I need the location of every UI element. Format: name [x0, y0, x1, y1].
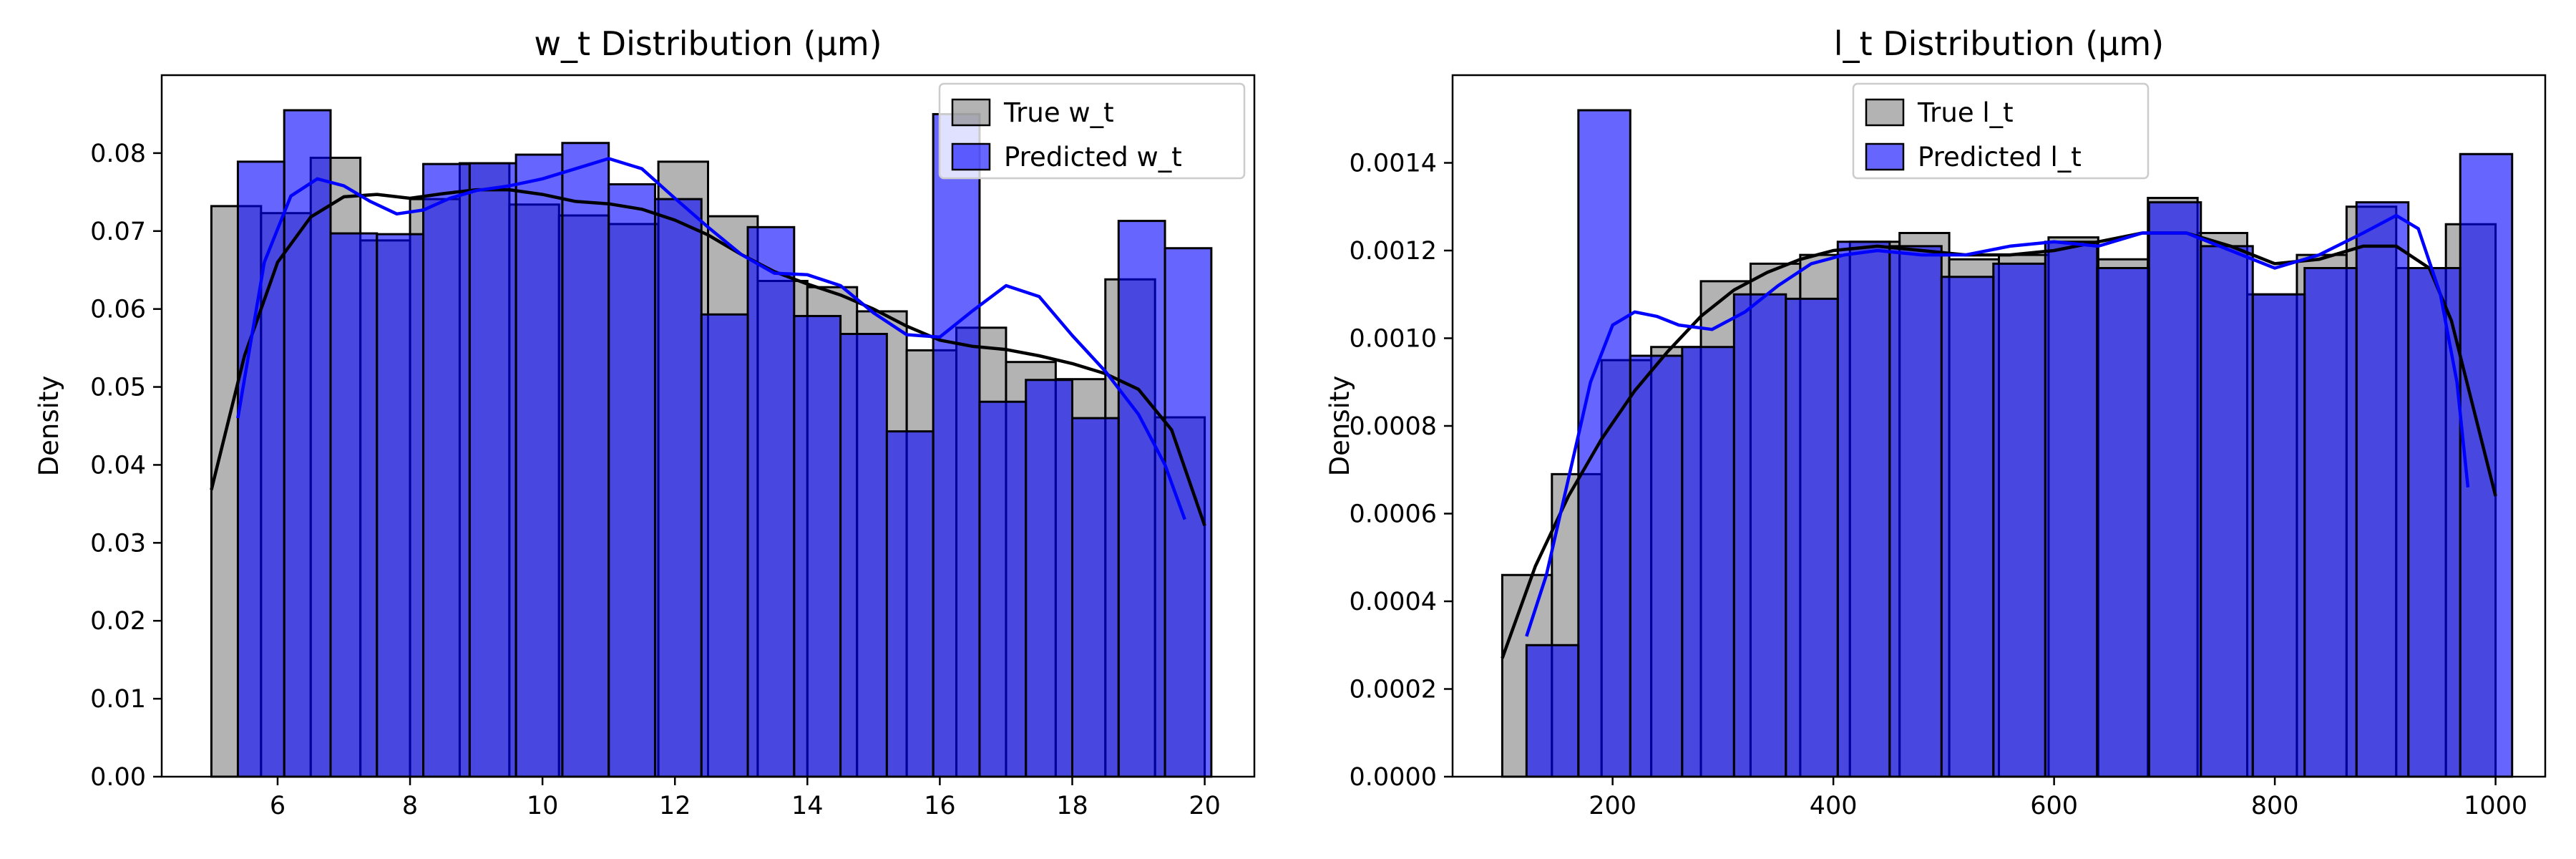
x-tick-label: 1000 [2464, 792, 2527, 820]
histogram-bar [839, 333, 888, 778]
histogram-bar [2303, 267, 2358, 778]
x-tick-label: 600 [2030, 792, 2078, 820]
y-tick-label: 0.00 [90, 763, 146, 792]
histogram-bar [1071, 417, 1120, 778]
histogram-bar [2355, 201, 2410, 778]
x-tick-label: 14 [791, 792, 824, 820]
histogram-bar [561, 142, 610, 778]
histogram-bar [700, 313, 749, 778]
x-tick-label: 16 [924, 792, 956, 820]
histogram-bar [422, 162, 471, 778]
y-axis-label: Density [1324, 376, 1355, 477]
chart-2: 0.0000 0.0002 0.0004 0.0006 0.0008 0.0010 0.00… [1324, 24, 2547, 820]
y-tick-label: 0.0002 [1350, 676, 1437, 704]
histogram-bar [2044, 241, 2099, 778]
x-tick-label: 20 [1189, 792, 1221, 820]
series-2-bars [1525, 109, 2514, 778]
legend-swatch-2 [1865, 142, 1905, 171]
x-tick-label: 400 [1810, 792, 1858, 820]
histogram-bar [2096, 267, 2150, 778]
series-2-bars [236, 109, 1213, 778]
chart-title: l_t Distribution (µm) [1834, 24, 2164, 63]
y-tick-label: 0.0006 [1350, 500, 1437, 529]
histogram-bar [932, 112, 981, 778]
histogram-bar [1785, 297, 1839, 778]
kde-line-2 [236, 157, 1186, 520]
kde-line-2 [1525, 213, 2470, 637]
x-tick-label: 10 [527, 792, 559, 820]
x-tick-label: 6 [270, 792, 286, 820]
legend: True l_t Predicted l_t [1852, 82, 2150, 180]
y-tick-label: 0.0010 [1350, 325, 1437, 354]
y-tick-label: 0.0008 [1350, 412, 1437, 441]
y-tick-label: 0.02 [90, 607, 146, 636]
x-tick-label: 800 [2251, 792, 2299, 820]
histogram-bar [793, 314, 842, 778]
histogram-bar [1025, 379, 1073, 778]
y-tick-label: 0.0000 [1350, 763, 1437, 792]
histogram-bar [1940, 276, 1995, 778]
legend-swatch-1 [1865, 98, 1905, 127]
histogram-bar [1888, 245, 1943, 778]
histogram-bar [653, 198, 703, 778]
histogram-bar [885, 430, 935, 778]
histogram-bar [746, 225, 796, 778]
kde-line-1 [210, 188, 1206, 527]
y-tick-label: 0.0012 [1350, 237, 1437, 266]
legend-swatch-2 [951, 142, 991, 171]
legend: True w_t Predicted w_t [938, 82, 1246, 180]
x-tick-label: 12 [659, 792, 691, 820]
legend-swatch-1 [951, 98, 991, 127]
y-tick-label: 0.0014 [1350, 150, 1437, 178]
legend-label-2: Predicted l_t [1918, 142, 2082, 173]
y-axis-label: Density [34, 376, 64, 477]
histogram-bar [2407, 267, 2462, 778]
y-tick-label: 0.0004 [1350, 588, 1437, 616]
chart-title: w_t Distribution (µm) [534, 24, 882, 63]
histogram-bar [1992, 262, 2046, 778]
histogram-bar [329, 232, 379, 778]
legend-box [938, 82, 1246, 180]
histogram-bar [1577, 109, 1631, 778]
y-tick-label: 0.03 [90, 529, 146, 558]
histogram-bar [1629, 354, 1684, 778]
y-tick-label: 0.05 [90, 374, 146, 402]
histogram-bar [468, 162, 517, 778]
histogram-bar [1117, 220, 1166, 778]
y-tick-label: 0.06 [90, 296, 146, 324]
histogram-bar [1525, 644, 1580, 778]
y-tick-label: 0.07 [90, 218, 146, 246]
legend-box [1852, 82, 2150, 180]
histogram-bar [1163, 247, 1213, 778]
histogram-bar [236, 160, 286, 778]
histogram-bar [514, 153, 564, 778]
y-tick-label: 0.08 [90, 140, 146, 168]
histogram-bar [1681, 346, 1735, 778]
y-tick-label: 0.01 [90, 685, 146, 714]
axes-frame [160, 74, 1256, 778]
legend-label-2: Predicted w_t [1004, 142, 1182, 173]
histogram-bar [2147, 201, 2202, 778]
histogram-bar [1732, 293, 1787, 778]
legend-label-1: True l_t [1917, 97, 2014, 128]
x-tick-label: 200 [1589, 792, 1636, 820]
x-tick-label: 8 [402, 792, 418, 820]
histogram-bar [1836, 241, 1891, 778]
histogram-bar [2251, 293, 2306, 778]
x-tick-label: 18 [1056, 792, 1088, 820]
legend-label-1: True w_t [1003, 97, 1114, 128]
chart-1: 0.00 0.01 0.02 0.03 0.04 0.05 0.06 0.07 0.08 6 8 10… [34, 24, 1256, 820]
histogram-bar [608, 183, 656, 778]
histogram-bar [2200, 245, 2254, 778]
y-tick-label: 0.04 [90, 451, 146, 480]
histogram-bar [376, 233, 425, 778]
histogram-bar [978, 400, 1028, 778]
kde-line-1 [1501, 231, 2497, 659]
